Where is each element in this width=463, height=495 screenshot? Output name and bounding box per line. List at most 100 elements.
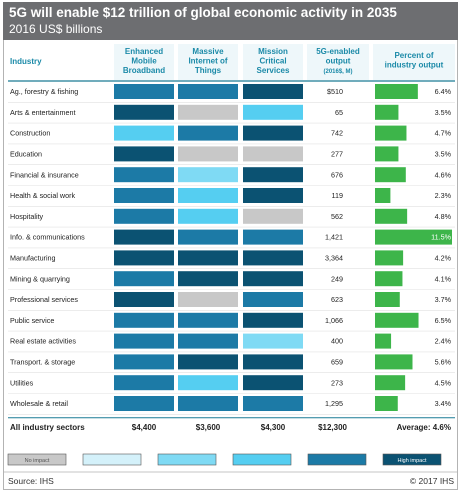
percent-label: 3.4%: [435, 399, 452, 408]
impact-cell-embb: [114, 125, 174, 141]
row-label: Professional services: [10, 295, 78, 304]
row-label: Construction: [10, 129, 50, 138]
legend-label-no-impact: No impact: [25, 458, 50, 464]
impact-cell-miot: [178, 208, 238, 224]
row-label: Public service: [10, 316, 54, 325]
impact-cell-embb: [114, 333, 174, 349]
totals-miot: $3,600: [196, 423, 221, 432]
row-label: Utilities: [10, 378, 34, 387]
totals-mcs: $4,300: [261, 423, 286, 432]
output-value: 119: [332, 191, 343, 200]
row-label: Health & social work: [10, 191, 76, 200]
percent-bar: [375, 375, 406, 391]
impact-cell-mcs: [243, 292, 303, 307]
column-header-miot: Things: [195, 66, 222, 75]
impact-cell-mcs: [243, 229, 303, 245]
row-label: Ag., forestry & fishing: [10, 87, 78, 96]
impact-cell-embb: [114, 396, 174, 411]
column-header-pct: Percent of: [394, 51, 433, 60]
impact-cell-mcs: [243, 125, 303, 141]
output-value: 659: [331, 358, 343, 367]
chart-title: 5G will enable $12 trillion of global ec…: [9, 5, 397, 20]
row-label: Arts & entertainment: [10, 108, 76, 117]
output-value: 65: [335, 108, 343, 117]
header-band-mcs: [243, 44, 303, 80]
percent-bar: [375, 354, 413, 370]
totals-output: $12,300: [318, 423, 347, 432]
percent-bar: [375, 271, 403, 287]
impact-cell-embb: [114, 208, 174, 224]
percent-label: 6.5%: [435, 316, 452, 325]
legend-swatch: [82, 453, 142, 466]
column-header-pct: industry output: [385, 61, 444, 70]
percent-bar: [375, 396, 398, 411]
impact-cell-mcs: [243, 250, 303, 266]
impact-cell-mcs: [243, 354, 303, 370]
row-label: Wholesale & retail: [10, 399, 68, 408]
percent-label: 3.5%: [435, 108, 452, 117]
percent-label: 4.1%: [435, 274, 452, 283]
header-band-out: [307, 44, 369, 80]
column-header-output: output: [326, 57, 351, 66]
percent-bar: [375, 167, 406, 183]
impact-cell-embb: [114, 167, 174, 183]
totals-label: All industry sectors: [10, 423, 85, 432]
output-value: 742: [331, 129, 343, 138]
row-label: Transport. & storage: [10, 358, 75, 367]
header-band-pct: [373, 44, 455, 80]
output-value: 676: [331, 170, 343, 179]
impact-cell-miot: [178, 312, 238, 328]
impact-cell-miot: [178, 250, 238, 266]
legend-swatch: [307, 453, 367, 466]
column-header-embb: Mobile: [131, 57, 157, 66]
output-value: 562: [331, 212, 343, 221]
percent-bar: [375, 84, 418, 99]
impact-cell-embb: [114, 104, 174, 120]
impact-cell-mcs: [243, 84, 303, 99]
totals-embb: $4,400: [132, 423, 157, 432]
impact-cell-mcs: [243, 188, 303, 203]
impact-cell-mcs: [243, 271, 303, 287]
impact-cell-embb: [114, 146, 174, 162]
chart-subtitle: 2016 US$ billions: [9, 22, 103, 36]
impact-cell-miot: [178, 375, 238, 391]
impact-cell-mcs: [243, 146, 303, 162]
header-band-embb: [114, 44, 174, 80]
impact-cell-embb: [114, 84, 174, 99]
row-label: Financial & insurance: [10, 170, 79, 179]
row-label: Education: [10, 150, 42, 159]
legend-swatch: [382, 453, 442, 466]
percent-label: 3.5%: [435, 150, 452, 159]
output-value: 1,421: [325, 233, 343, 242]
column-header-miot: Internet of: [188, 57, 227, 66]
output-value: 277: [331, 150, 343, 159]
impact-cell-miot: [178, 125, 238, 141]
column-header-industry: Industry: [10, 57, 42, 66]
impact-cell-miot: [178, 292, 238, 307]
percent-label: 4.2%: [435, 254, 452, 263]
impact-cell-embb: [114, 271, 174, 287]
impact-cell-mcs: [243, 396, 303, 411]
impact-cell-embb: [114, 312, 174, 328]
column-header-embb: Broadband: [123, 66, 165, 75]
percent-bar: [375, 292, 400, 307]
impact-cell-miot: [178, 104, 238, 120]
column-header-output: 5G-enabled: [316, 47, 360, 56]
column-header-mcs: Mission: [258, 47, 288, 56]
percent-label: 4.8%: [435, 212, 452, 221]
column-header-miot: Massive: [192, 47, 224, 56]
header-band-miot: [178, 44, 238, 80]
impact-cell-miot: [178, 146, 238, 162]
impact-cell-embb: [114, 250, 174, 266]
output-value: $510: [327, 87, 343, 96]
percent-bar: [375, 188, 391, 203]
percent-bar: [375, 125, 407, 141]
impact-cell-miot: [178, 188, 238, 203]
impact-cell-miot: [178, 229, 238, 245]
row-label: Info. & communications: [10, 233, 85, 242]
impact-cell-embb: [114, 188, 174, 203]
percent-bar: [375, 146, 399, 162]
percent-bar: [375, 208, 408, 224]
percent-bar: [375, 104, 399, 120]
source-note: Source: IHS: [8, 476, 54, 486]
